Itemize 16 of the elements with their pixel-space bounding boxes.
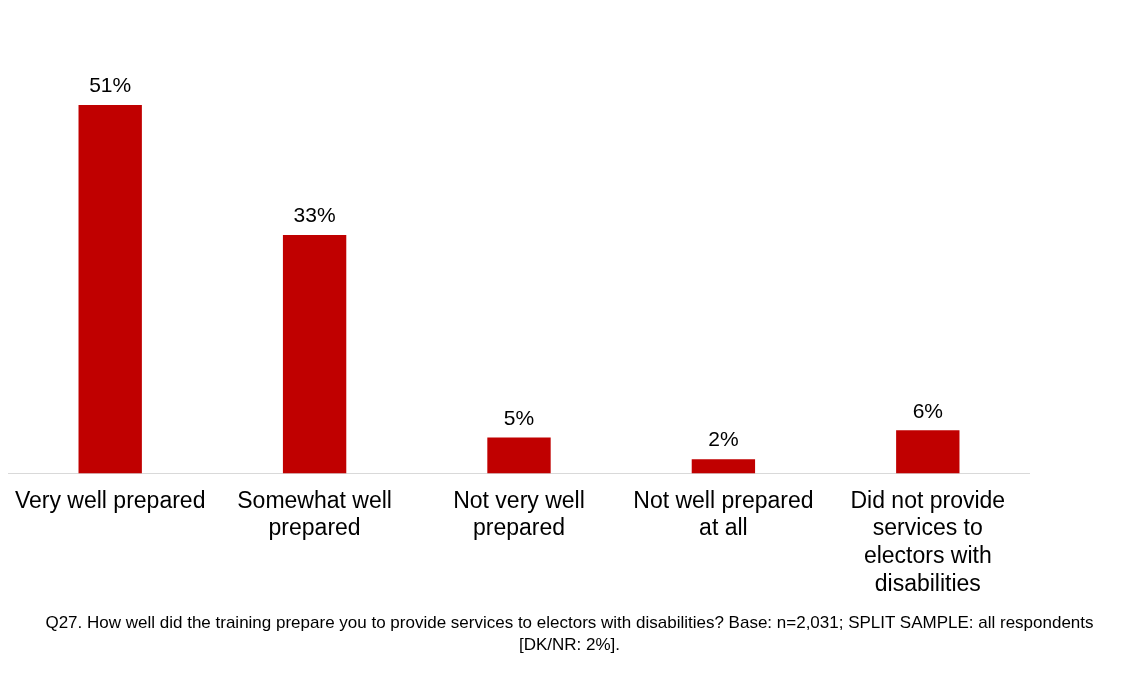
x-tick-label: Not very well prepared — [453, 486, 585, 541]
bar — [78, 105, 142, 474]
text: Q27. How well did the training prepare you to provide services to electors with disabilities? Base: n=2,031; SPLIT SAMPLE: all respondents [DK/NR: 2%]. — [44, 612, 1095, 656]
bar — [282, 235, 347, 474]
bar — [691, 459, 756, 474]
bar — [487, 437, 551, 474]
bar — [896, 430, 960, 474]
data-label: 5% — [503, 405, 535, 429]
data-label: 51% — [89, 73, 132, 97]
data-label: 2% — [708, 427, 739, 451]
x-tick-label: Not well prepared at all — [633, 486, 814, 541]
x-tick-label: Very well prepared — [14, 486, 206, 513]
x-tick-label: Somewhat well prepared — [237, 486, 392, 541]
x-tick-label: Did not provide services to electors with disabilities — [850, 486, 1006, 596]
data-label: 33% — [293, 203, 336, 227]
data-label: 6% — [912, 398, 943, 422]
